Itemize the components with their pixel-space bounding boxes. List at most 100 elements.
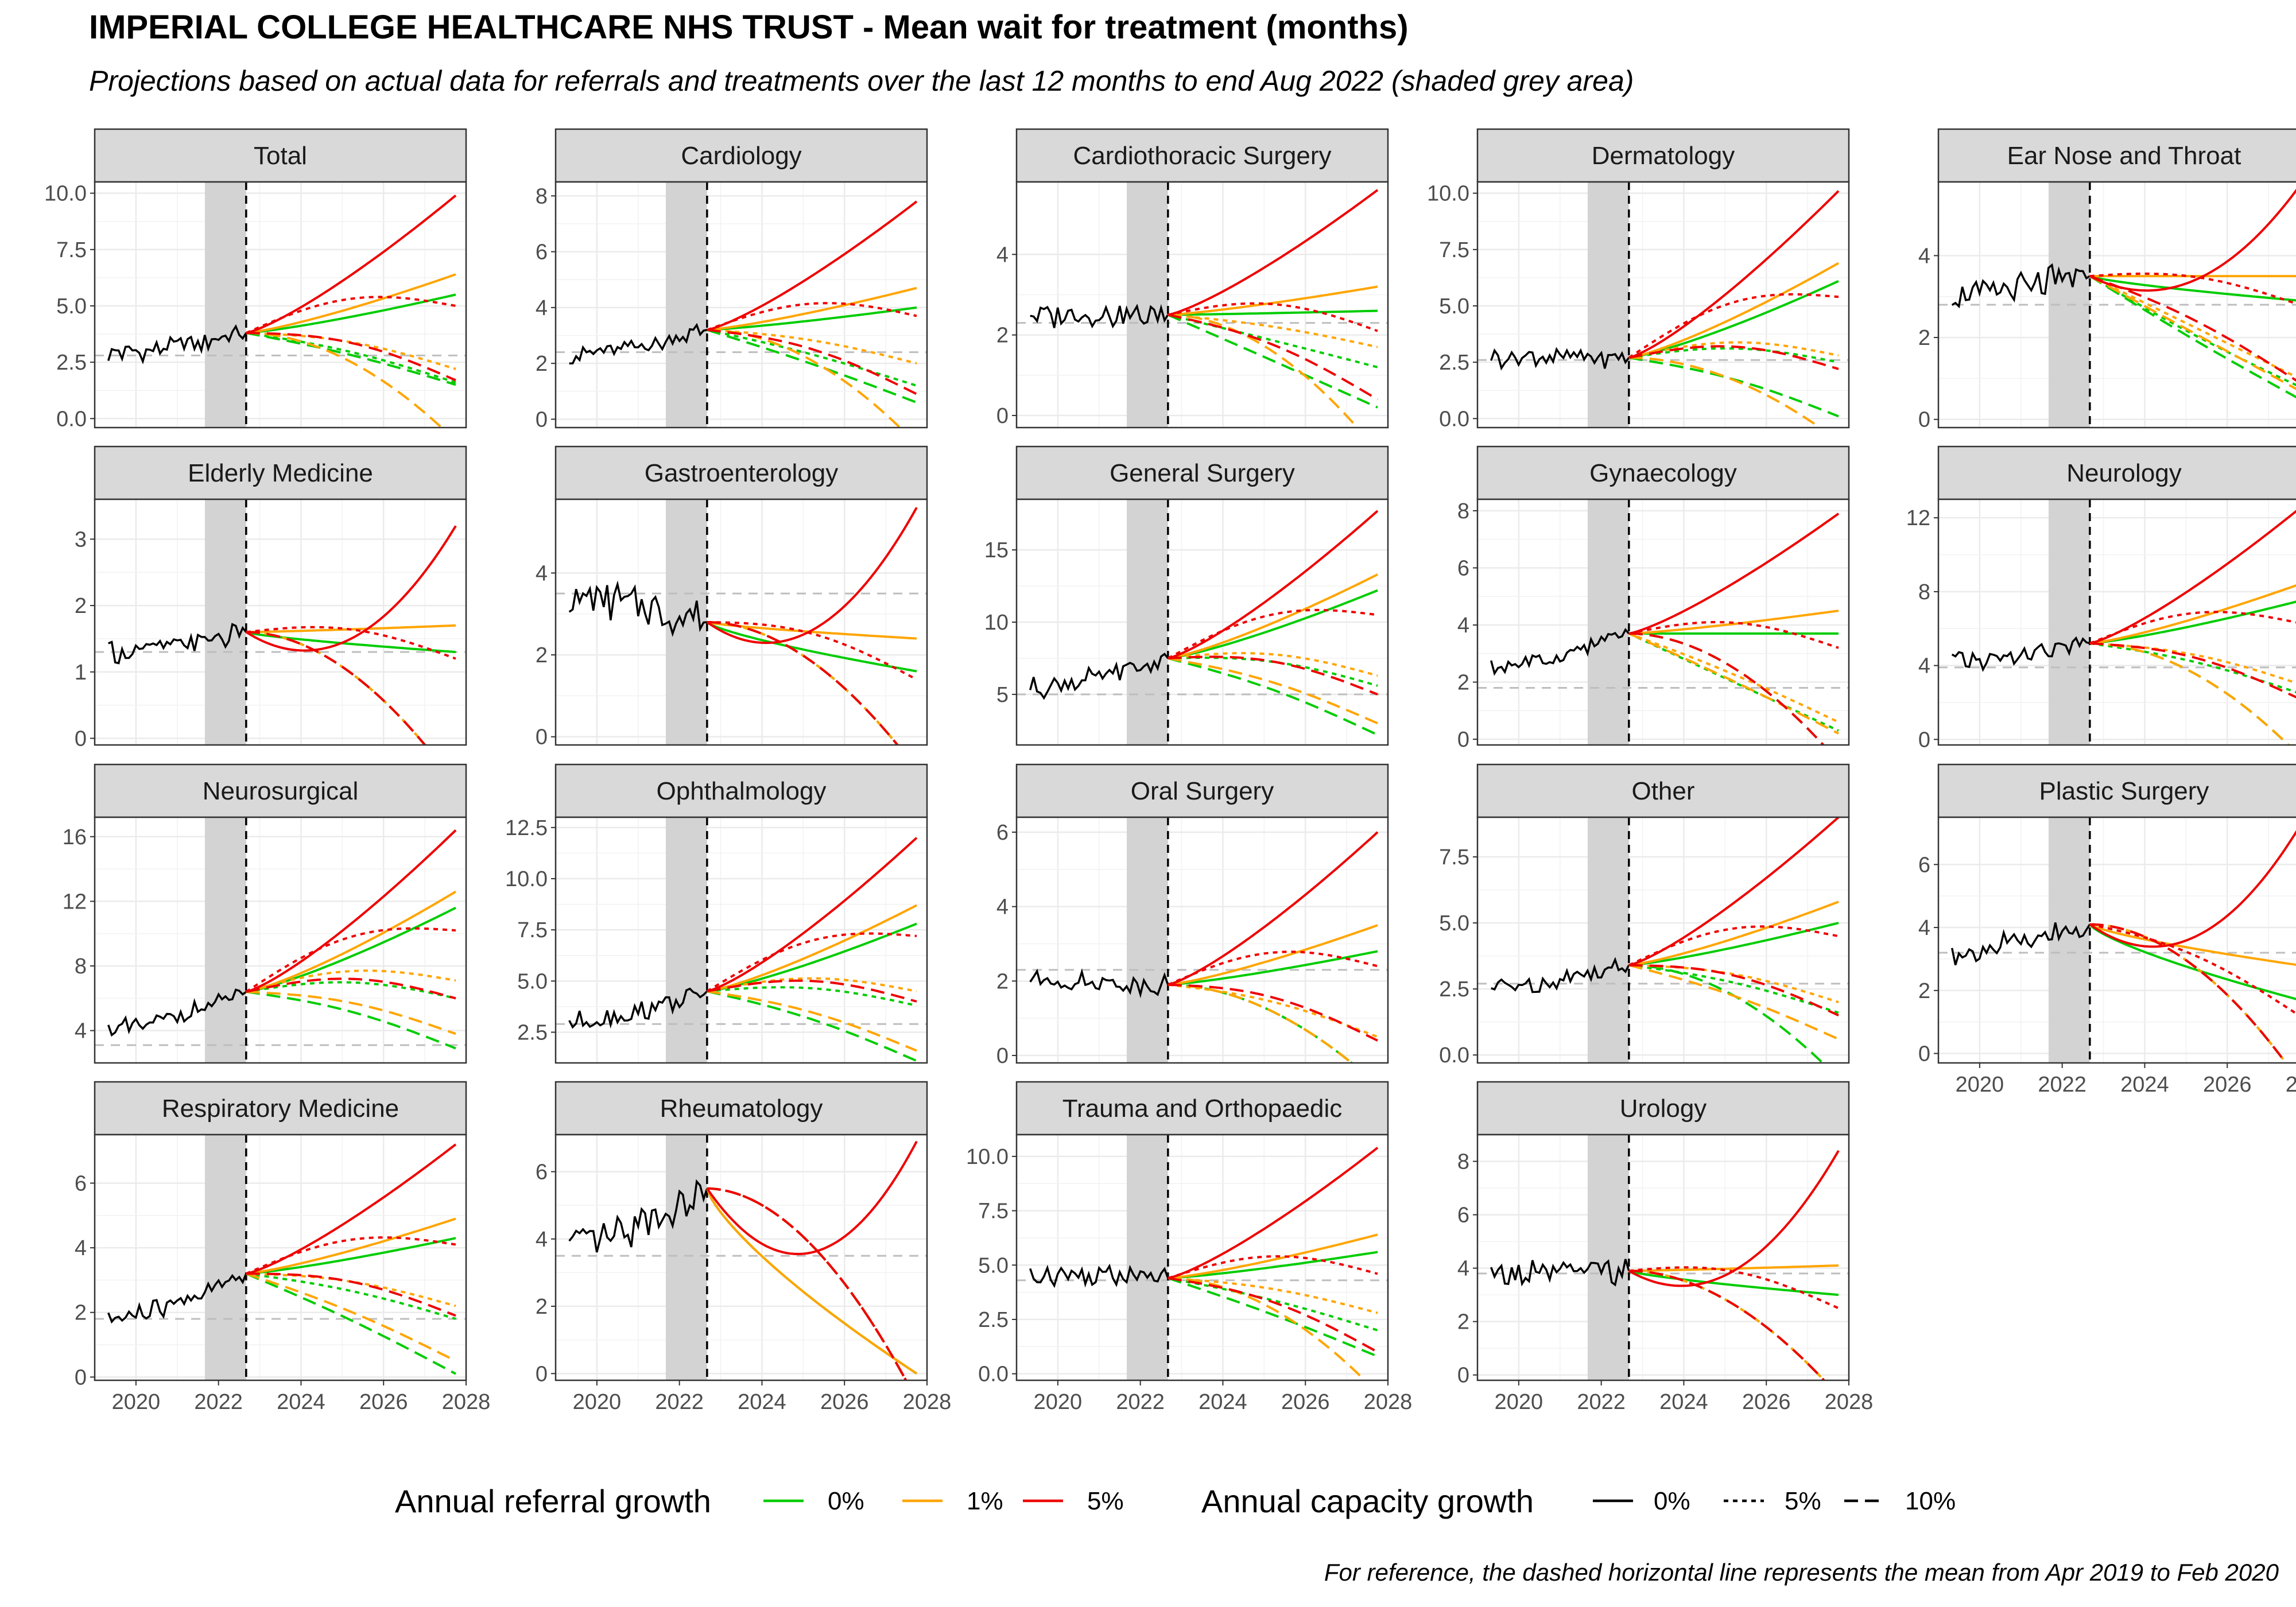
x-tick-label: 2026	[1281, 1390, 1330, 1414]
x-tick-label: 2028	[442, 1390, 491, 1414]
y-tick-label: 0	[536, 725, 548, 750]
facet-strip-label: Gastroenterology	[645, 459, 839, 487]
projection-line-r0-cap0	[707, 306, 917, 331]
y-tick-label: 2	[996, 324, 1009, 348]
series-group	[107, 195, 457, 428]
y-tick-label: 8	[1457, 1150, 1469, 1174]
series-group	[1951, 510, 2296, 745]
actual-wait-line	[107, 988, 247, 1037]
y-tick-label: 2	[75, 1301, 87, 1325]
projection-line-r1-cap5	[1168, 1277, 1378, 1314]
actual-wait-line	[1030, 304, 1169, 329]
series-group	[568, 1140, 918, 1380]
projection-line-r1-cap0	[1168, 1233, 1378, 1279]
y-tick-label: 6	[1457, 556, 1469, 580]
y-tick-label: 0	[1457, 728, 1469, 752]
facet-trauma-and-orthopaedic: Trauma and Orthopaedic 0.0 2.5 5.0 7.5 10.0 20…	[966, 1081, 1412, 1414]
projection-line-r1-cap0	[707, 286, 917, 331]
projection-line-r1-cap0	[1168, 924, 1378, 986]
projection-line-r5-cap10	[1628, 632, 1825, 745]
facet-strip-label: Rheumatology	[660, 1094, 823, 1123]
facet-strip-label: Ear Nose and Throat	[2007, 142, 2241, 170]
facet-strip-label: Plastic Surgery	[2039, 777, 2209, 805]
y-tick-label: 4	[1918, 916, 1930, 940]
projection-line-r1-cap10	[2089, 642, 2290, 745]
series-group	[1491, 817, 1840, 1063]
facet-plastic-surgery: Plastic Surgery 0 2 4 6 2020 2022 2024 2026 2028	[1918, 763, 2296, 1097]
legend-label-capacity-2: 10%	[1905, 1487, 1956, 1515]
facet-strip	[1015, 445, 1389, 500]
y-tick-label: 5	[996, 683, 1009, 707]
facet-strip-label: Respiratory Medicine	[162, 1094, 399, 1123]
facet-strip	[1937, 763, 2296, 818]
series-group	[107, 829, 457, 1050]
series-group	[1030, 189, 1379, 428]
facet-strip-label: Neurology	[2066, 459, 2182, 487]
actual-wait-line	[108, 623, 247, 665]
shaded-period	[665, 499, 707, 745]
y-tick-label: 4	[1457, 614, 1469, 638]
projection-line-r0-cap5	[246, 981, 456, 1000]
projection-line-r0-cap0	[246, 293, 456, 335]
facet-neurology: Neurology 0 4 8 12	[1906, 445, 2296, 752]
y-tick-label: 12	[1906, 506, 1930, 530]
projection-line-r1-cap10	[1168, 657, 1378, 725]
facet-gastroenterology: Gastroenterology 0 2 4	[536, 445, 928, 750]
facet-strip	[1937, 445, 2296, 500]
projection-line-r5-cap10	[1628, 964, 1839, 1017]
actual-wait-line	[1490, 347, 1630, 371]
actual-wait-line	[568, 1179, 708, 1253]
shaded-period	[204, 182, 246, 428]
projection-line-r1-cap5	[707, 977, 917, 993]
panel-border	[1476, 1134, 1850, 1381]
projection-line-r5-cap10	[1168, 983, 1378, 1042]
x-tick-label: 2026	[1742, 1390, 1791, 1414]
facet-strip	[1476, 445, 1850, 500]
y-tick-label: 2.5	[1439, 351, 1469, 375]
projection-line-r1-cap5	[2089, 642, 2296, 684]
projection-line-r5-cap10	[1628, 345, 1839, 370]
y-tick-label: 0	[536, 407, 548, 432]
series-group	[108, 525, 457, 745]
projection-line-r5-cap0	[1628, 513, 1840, 635]
y-tick-label: 4	[996, 243, 1009, 267]
x-tick-label: 2024	[2120, 1073, 2169, 1097]
projection-line-r0-cap0	[1628, 922, 1839, 966]
facet-strip-label: Elderly Medicine	[188, 459, 373, 487]
panel-background	[1017, 182, 1388, 428]
y-tick-label: 5.0	[1439, 294, 1469, 319]
facet-general-surgery: General Surgery 5 10 15	[984, 445, 1389, 746]
y-tick-label: 2	[536, 643, 548, 667]
projection-line-r0-cap5	[1628, 632, 1839, 732]
panel-border	[554, 181, 928, 429]
y-tick-label: 1	[75, 661, 87, 685]
panel-border	[1937, 498, 2296, 746]
y-tick-label: 7.5	[56, 238, 87, 262]
y-tick-label: 6	[75, 1171, 87, 1195]
shaded-period	[1126, 182, 1168, 428]
projection-line-r0-cap0	[1168, 1251, 1378, 1279]
projection-line-r5-cap0	[2089, 830, 2296, 948]
x-tick-label: 2024	[277, 1390, 325, 1414]
facet-strip	[1015, 1081, 1389, 1136]
y-tick-label: 0	[1918, 1042, 1930, 1066]
projection-line-r5-cap0	[245, 525, 457, 652]
actual-wait-line	[1491, 957, 1630, 993]
shaded-period	[204, 817, 246, 1063]
x-tick-label: 2024	[738, 1390, 786, 1414]
panel-border	[1015, 816, 1389, 1064]
y-tick-label: 0.0	[1439, 1043, 1469, 1068]
y-tick-label: 6	[536, 1160, 548, 1184]
facet-strip	[94, 763, 467, 818]
shaded-period	[2048, 817, 2090, 1063]
projection-line-r5-cap0	[2089, 188, 2296, 292]
series-group	[1490, 1150, 1840, 1380]
y-tick-label: 5.0	[1439, 911, 1469, 936]
panel-background	[556, 499, 927, 745]
projection-line-r5-cap0	[706, 507, 918, 645]
projection-line-r0-cap10	[246, 991, 456, 1050]
y-tick-label: 10.0	[966, 1145, 1009, 1169]
actual-wait-line	[569, 323, 708, 365]
projection-line-r5-cap0	[706, 1140, 918, 1255]
panel-background	[556, 182, 927, 428]
